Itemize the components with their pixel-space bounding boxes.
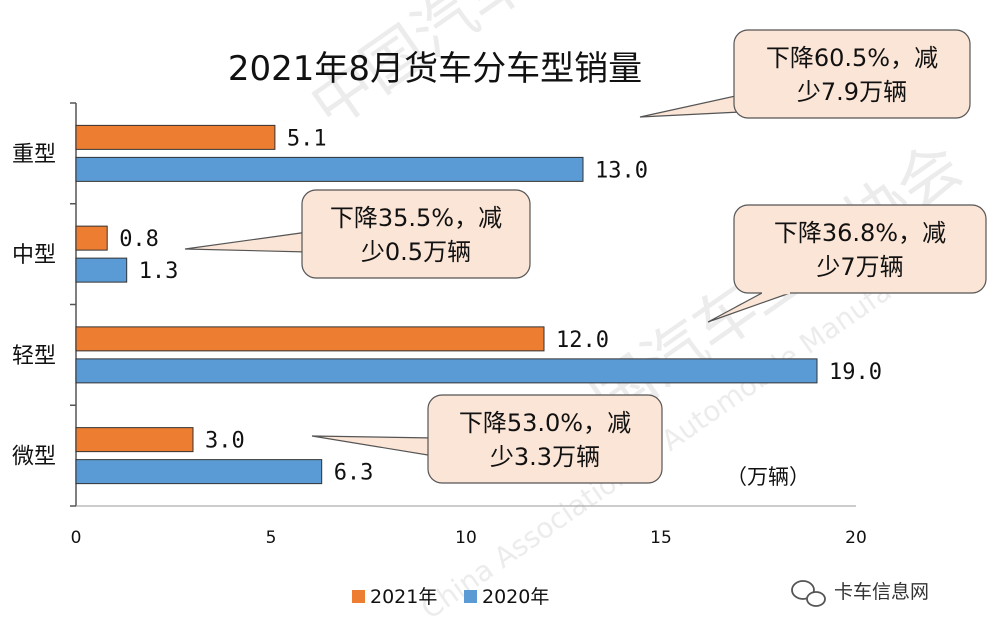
brand-badge: 卡车信息网	[791, 580, 929, 607]
callout-pointer	[639, 94, 741, 118]
x-tick-label: 15	[650, 528, 672, 548]
callout-text: 少0.5万辆	[361, 238, 471, 266]
callout-text: 少7万辆	[816, 253, 903, 281]
bar-value-label: 1.3	[139, 259, 179, 284]
callout-text: 少3.3万辆	[490, 443, 600, 471]
chart-title: 2021年8月货车分车型销量	[228, 49, 642, 89]
bar-value-label: 13.0	[595, 158, 648, 183]
bar-value-label: 5.1	[287, 126, 327, 151]
bar-value-label: 6.3	[334, 461, 374, 486]
bar	[75, 427, 194, 453]
callout-box	[733, 29, 971, 119]
bar-value-label: 0.8	[119, 227, 159, 252]
legend-swatch-2021	[352, 590, 365, 603]
callout: 下降60.5%，减少7.9万辆	[639, 29, 971, 119]
wechat-icon	[791, 580, 826, 607]
callout-box	[733, 204, 987, 294]
callout: 下降35.5%，减少0.5万辆	[184, 189, 531, 279]
callout-pointer	[184, 231, 309, 253]
x-tick-label: 0	[71, 528, 82, 548]
callout-pointer	[311, 435, 435, 457]
unit-label: （万辆）	[726, 465, 810, 489]
bar-value-labels: 5.1 13.0 0.8 1.3 12.0 19.0 3.0 6.3	[119, 126, 882, 485]
callout-text: 下降53.0%，减	[459, 409, 631, 437]
category-label: 中型	[12, 243, 56, 268]
callout-text: 少7.9万辆	[797, 78, 907, 106]
bars	[75, 124, 818, 485]
brand-name: 卡车信息网	[834, 581, 929, 603]
callout-text: 下降36.8%，减	[774, 219, 946, 247]
category-label: 重型	[12, 142, 56, 167]
bar	[75, 459, 323, 485]
bar	[75, 358, 818, 384]
category-label: 微型	[12, 445, 56, 470]
callout-text: 下降35.5%，减	[330, 204, 502, 232]
bar	[75, 124, 276, 150]
bar	[75, 156, 584, 182]
x-tick-label: 20	[845, 528, 867, 548]
legend: 2021年 2020年	[352, 586, 549, 608]
bar-value-label: 19.0	[829, 360, 882, 385]
callout-box	[427, 394, 663, 484]
bar	[75, 257, 128, 283]
bar-value-label: 3.0	[205, 429, 245, 454]
x-tick-label: 5	[266, 528, 277, 548]
category-label: 轻型	[12, 344, 56, 369]
x-tick-label: 10	[455, 528, 477, 548]
legend-swatch-2020	[464, 590, 477, 603]
bar-value-label: 12.0	[556, 328, 609, 353]
callout-text: 下降60.5%，减	[766, 44, 938, 72]
callout-box	[301, 189, 531, 279]
legend-label-2020: 2020年	[482, 586, 549, 608]
legend-label-2021: 2021年	[370, 586, 437, 608]
x-axis-tick-labels: 0 5 10 15 20	[71, 528, 867, 548]
callout: 下降53.0%，减少3.3万辆	[311, 394, 663, 484]
callouts: 下降60.5%，减少7.9万辆下降35.5%，减少0.5万辆下降36.8%，减少…	[184, 29, 987, 484]
bar	[75, 225, 108, 251]
bar	[75, 326, 545, 352]
y-axis-ticks	[70, 102, 76, 507]
